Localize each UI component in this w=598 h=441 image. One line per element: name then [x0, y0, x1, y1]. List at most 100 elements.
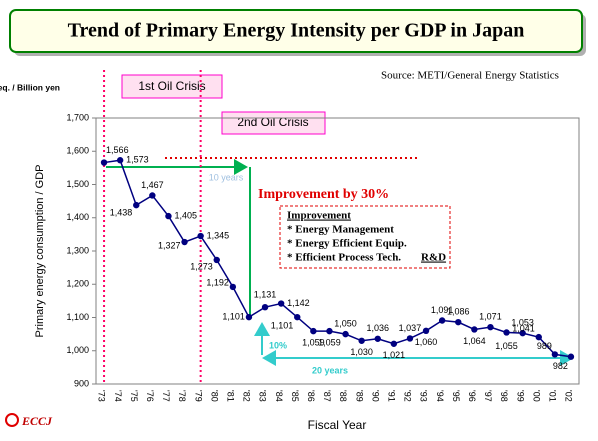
- x-tick-label: '89: [354, 390, 364, 402]
- data-label: 1,021: [383, 350, 406, 360]
- data-label: 1,086: [447, 307, 470, 317]
- box-item: R&D: [421, 252, 446, 264]
- data-label: 1,573: [126, 155, 149, 165]
- marker: [406, 335, 414, 342]
- marker: [487, 323, 494, 331]
- marker: [310, 327, 317, 335]
- annotation: 10%: [269, 340, 287, 350]
- marker: [535, 333, 542, 341]
- x-tick-label: '01: [547, 390, 557, 402]
- x-tick-label: '85: [290, 390, 300, 402]
- data-label: 1,091: [431, 305, 454, 315]
- data-label: 1,345: [207, 230, 230, 240]
- data-label: 1,036: [366, 323, 389, 333]
- data-label: 989: [537, 341, 552, 351]
- chart-title: Trend of Primary Energy Intensity per GD…: [68, 20, 525, 42]
- data-label: 1,273: [190, 261, 213, 271]
- x-tick-label: '96: [467, 390, 477, 402]
- annotation: 1st Oil Crisis: [138, 79, 205, 93]
- x-tick-label: '75: [129, 390, 139, 402]
- y-tick-label: 1,000: [66, 345, 89, 355]
- data-label: 1,467: [141, 180, 164, 190]
- data-label: 1,050: [334, 319, 357, 329]
- x-tick-label: '98: [499, 390, 509, 402]
- marker: [374, 335, 381, 342]
- marker: [277, 300, 285, 307]
- data-label: 1,566: [106, 145, 129, 155]
- data-label: 1,060: [415, 337, 438, 347]
- data-label: 1,053: [511, 318, 534, 328]
- x-tick-label: '91: [386, 390, 396, 402]
- marker: [294, 313, 301, 321]
- marker: [519, 329, 526, 337]
- marker: [261, 303, 269, 311]
- x-tick-label: '81: [225, 390, 235, 402]
- y-unit: Ton oil eq. / Billion yen: [0, 82, 60, 92]
- y-tick-label: 1,700: [66, 112, 89, 122]
- annotation-box: [121, 74, 223, 99]
- x-tick-label: '90: [370, 390, 380, 402]
- marker: [342, 330, 349, 338]
- data-label: 1,030: [350, 347, 373, 357]
- subtitle: Source: METI/General Energy Statistics: [381, 70, 559, 82]
- x-tick-label: '94: [435, 390, 445, 402]
- x-tick-label: '99: [515, 390, 525, 402]
- marker: [326, 327, 333, 335]
- x-tick-label: '74: [113, 390, 123, 402]
- x-tick-label: '92: [403, 390, 413, 402]
- x-tick-label: '84: [274, 390, 284, 402]
- marker: [116, 157, 124, 164]
- improvement-box: [279, 205, 451, 269]
- data-label: 1,142: [287, 298, 310, 308]
- annotation: 20 years: [312, 365, 348, 375]
- marker: [503, 329, 510, 336]
- y-tick-label: 1,600: [66, 146, 89, 156]
- marker: [213, 256, 220, 264]
- data-label: 1,055: [495, 341, 518, 351]
- x-tick-label: '80: [209, 390, 219, 402]
- data-label: 1,064: [463, 336, 486, 346]
- annotation: 2nd Oil Crisis: [237, 115, 308, 129]
- marker: [455, 318, 462, 326]
- x-tick-label: '00: [531, 390, 541, 402]
- box-title: Improvement: [287, 210, 351, 222]
- y-tick-label: 1,500: [66, 179, 89, 189]
- data-label: 1,438: [110, 207, 133, 217]
- x-tick-label: '87: [322, 390, 332, 402]
- marker: [438, 317, 446, 324]
- x-axis-label: Fiscal Year: [308, 418, 367, 432]
- marker: [149, 192, 156, 199]
- x-tick-label: '78: [177, 390, 187, 402]
- data-label: 1,101: [222, 312, 245, 322]
- y-tick-label: 1,300: [66, 245, 89, 255]
- data-label: 1,059: [302, 338, 325, 348]
- x-tick-label: '97: [483, 390, 493, 402]
- x-tick-label: '82: [242, 390, 252, 402]
- data-label: 1,041: [512, 323, 535, 333]
- data-label: 1,059: [318, 338, 341, 348]
- x-tick-label: '02: [564, 390, 574, 402]
- data-label: 1,101: [271, 321, 294, 331]
- y-tick-label: 1,200: [66, 279, 89, 289]
- data-label: 1,192: [206, 277, 229, 287]
- title-box: [9, 9, 583, 53]
- box-item: * Energy Management: [287, 224, 394, 236]
- data-label: 1,405: [174, 210, 197, 220]
- x-tick-label: '93: [419, 390, 429, 402]
- marker: [133, 201, 140, 209]
- box-item: * Efficient Process Tech.: [287, 252, 401, 264]
- marker: [165, 212, 172, 220]
- data-label: 1,071: [479, 312, 502, 322]
- x-tick-label: '83: [258, 390, 268, 402]
- box-item: * Energy Efficient Equip.: [287, 238, 407, 250]
- x-tick-label: '76: [145, 390, 155, 402]
- y-tick-label: 1,100: [66, 312, 89, 322]
- x-tick-label: '95: [451, 390, 461, 402]
- marker: [197, 232, 204, 240]
- x-tick-label: '88: [338, 390, 348, 402]
- marker: [551, 351, 559, 358]
- marker: [471, 326, 478, 333]
- marker: [567, 353, 575, 360]
- x-tick-label: '77: [161, 390, 171, 402]
